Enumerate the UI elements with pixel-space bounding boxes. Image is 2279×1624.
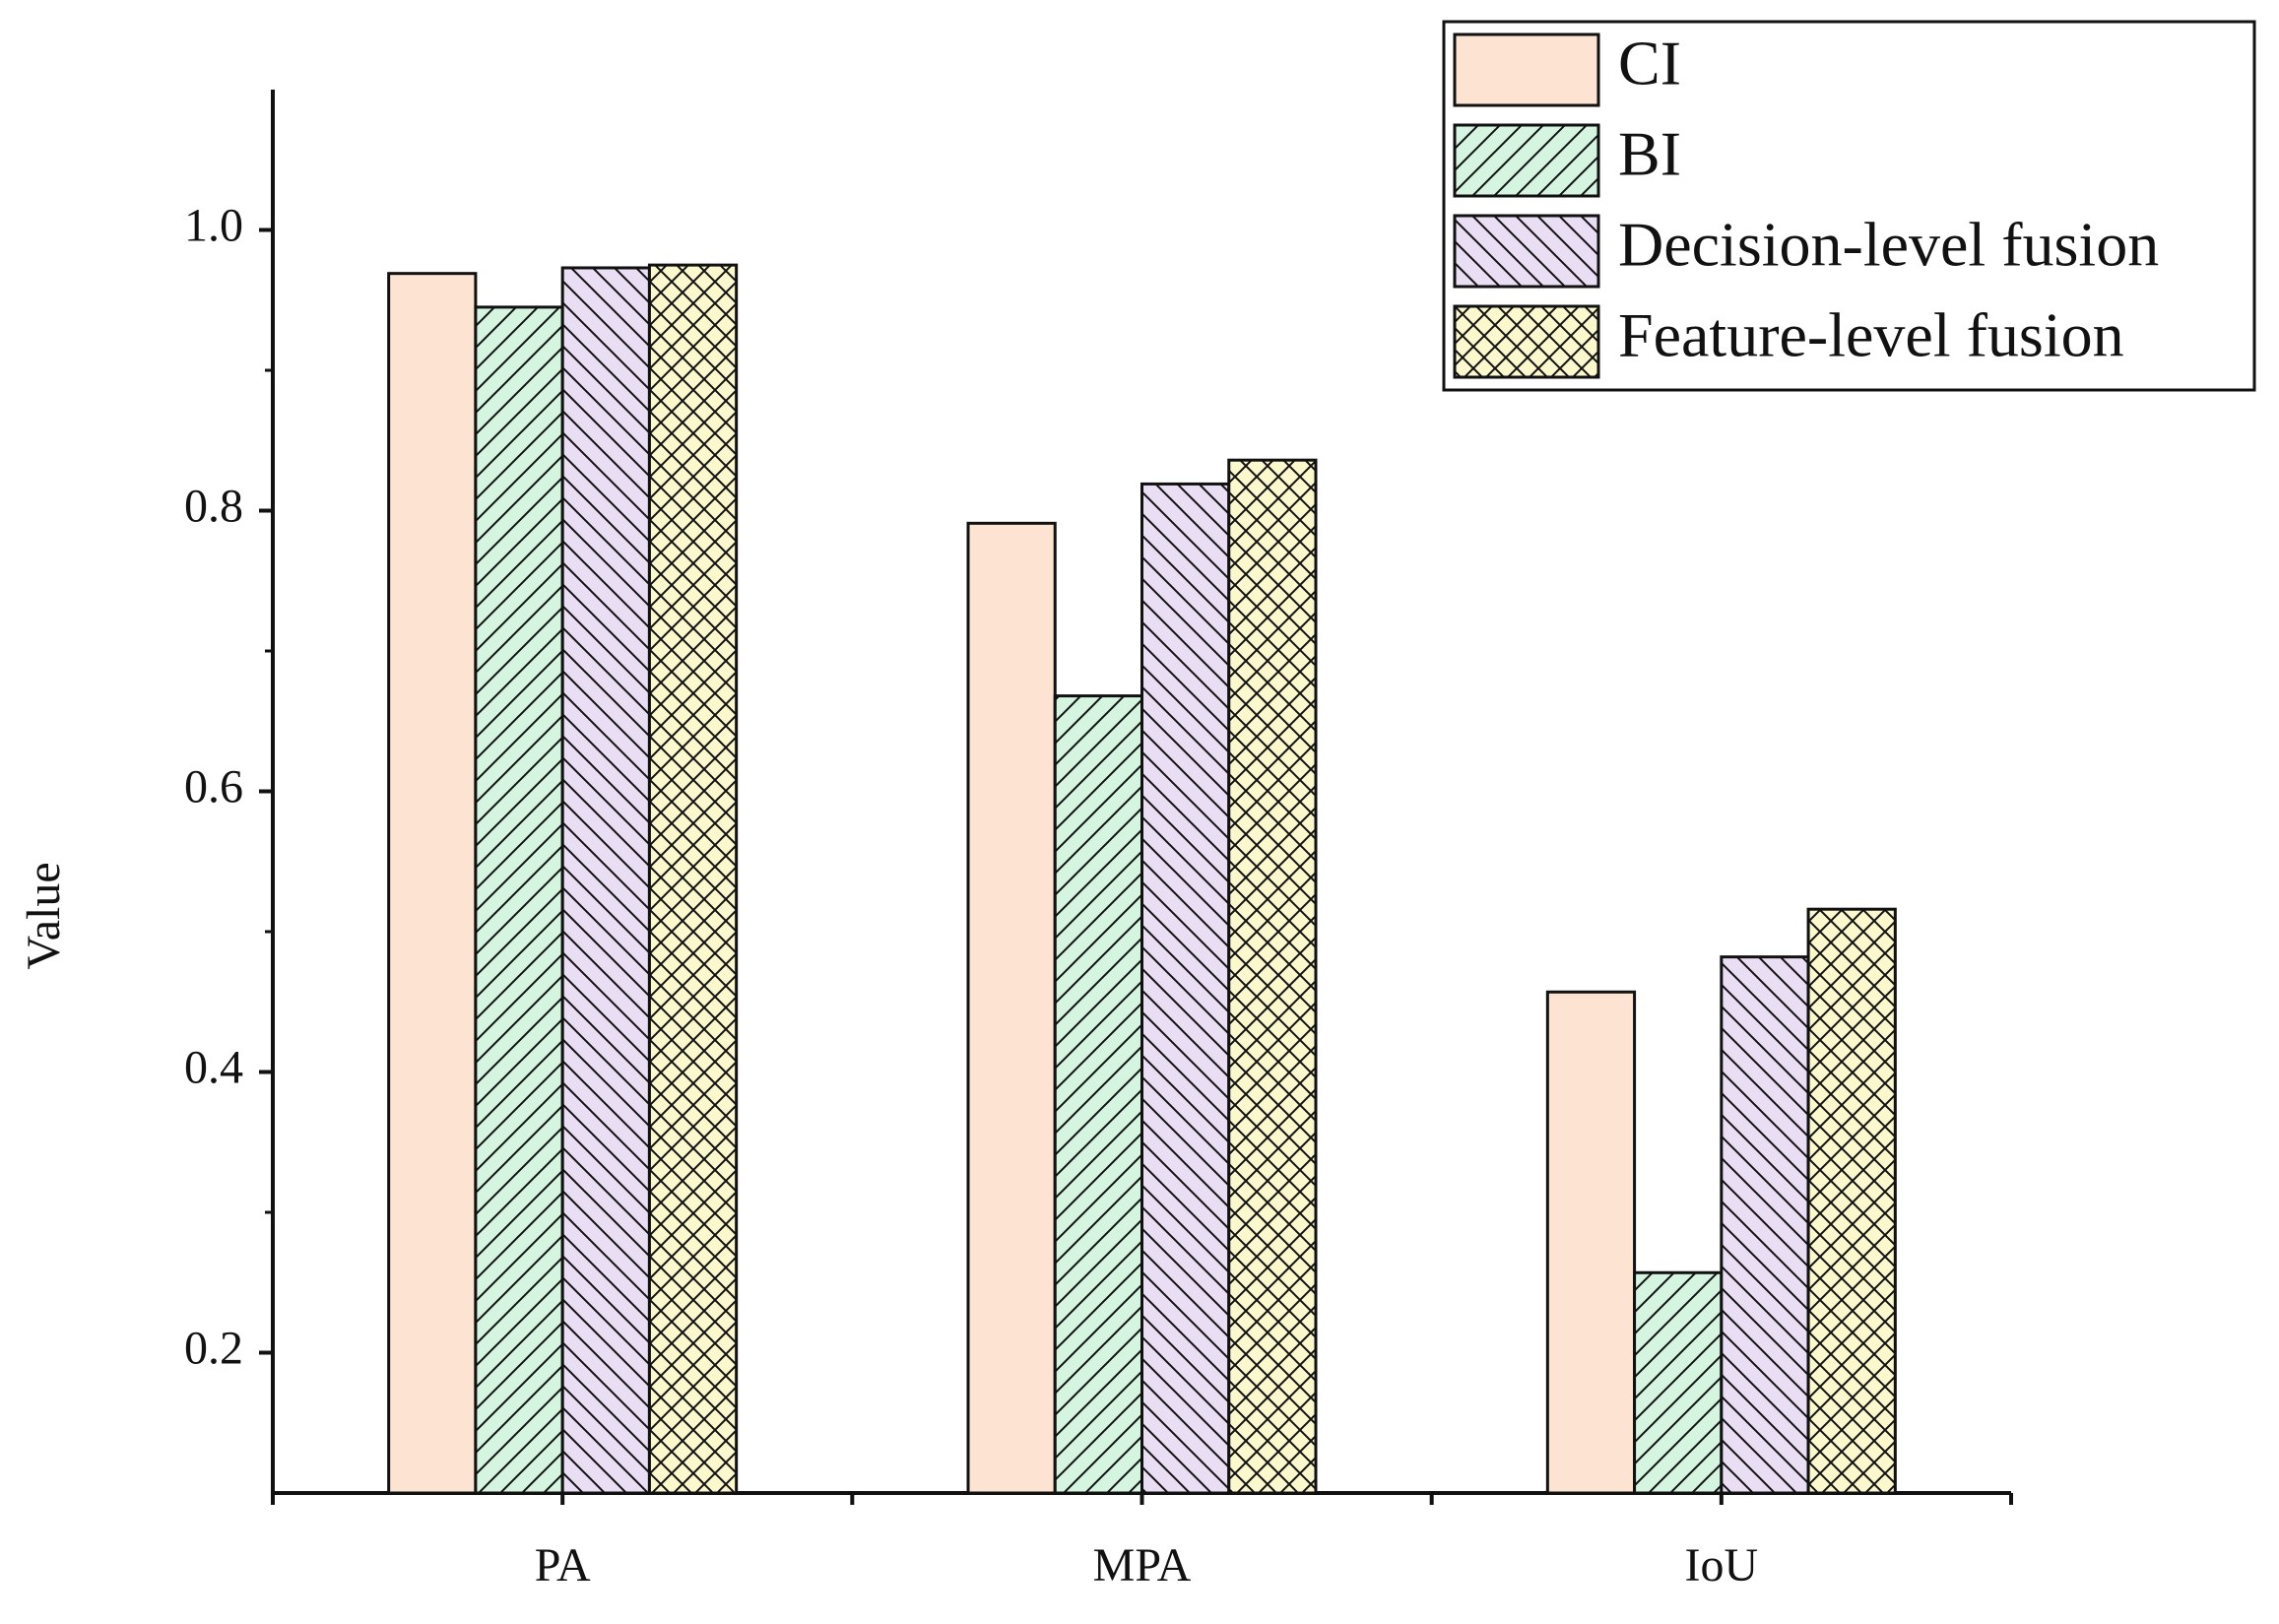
legend-swatch <box>1453 32 1600 107</box>
bar <box>1053 694 1143 1495</box>
x-tick-label: IoU <box>1685 1539 1759 1592</box>
bar <box>474 305 564 1495</box>
bar <box>1720 955 1810 1495</box>
x-tick-label: PA <box>535 1539 591 1592</box>
bar <box>1140 482 1231 1495</box>
bar <box>1633 1270 1724 1495</box>
y-tick-label: 1.0 <box>184 200 243 252</box>
legend-swatch <box>1453 304 1600 379</box>
legend-swatch <box>1453 214 1600 289</box>
y-tick-label: 0.4 <box>184 1042 243 1094</box>
legend-label: CI <box>1618 29 1681 98</box>
bar <box>560 266 651 1495</box>
bar <box>1545 990 1637 1495</box>
legend-label: Decision-level fusion <box>1618 210 2159 280</box>
legend-label: Feature-level fusion <box>1618 300 2124 370</box>
y-tick-label: 0.8 <box>184 481 243 533</box>
bar <box>1806 907 1897 1495</box>
bar <box>1227 458 1318 1495</box>
y-tick-label: 0.6 <box>184 761 243 813</box>
bar <box>966 521 1057 1495</box>
bar <box>647 263 739 1495</box>
legend-swatch <box>1453 123 1600 198</box>
y-axis-label: Value <box>18 862 70 969</box>
x-tick-label: MPA <box>1093 1539 1192 1592</box>
bar <box>387 272 478 1495</box>
y-tick-label: 0.2 <box>184 1323 243 1375</box>
legend-label: BI <box>1618 119 1681 189</box>
